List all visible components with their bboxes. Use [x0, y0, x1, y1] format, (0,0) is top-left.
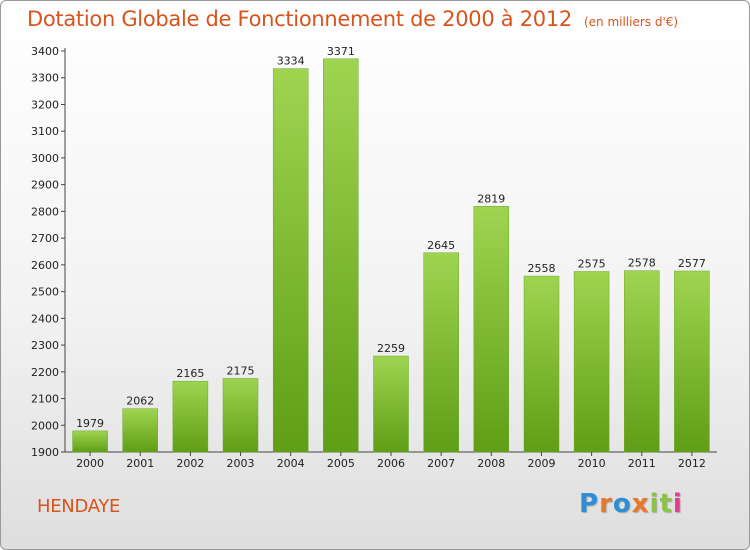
bar	[473, 206, 510, 453]
x-tick-label: 2008	[477, 457, 505, 470]
data-label: 1979	[76, 417, 104, 430]
y-tick-label: 1900	[31, 446, 59, 459]
x-tick-label: 2002	[176, 457, 204, 470]
y-tick-label: 2900	[31, 179, 59, 192]
y-tick-label: 2100	[31, 393, 59, 406]
y-tick-label: 2700	[31, 232, 59, 245]
x-tick-label: 2003	[227, 457, 255, 470]
chart-title: Dotation Globale de Fonctionnement de 20…	[27, 7, 679, 31]
logo-letter: P	[579, 489, 600, 519]
y-tick-label: 2500	[31, 286, 59, 299]
x-tick-label: 2009	[527, 457, 555, 470]
y-tick-label: 3100	[31, 125, 59, 138]
bar	[523, 275, 560, 453]
data-label: 3371	[327, 45, 355, 58]
x-tick-label: 2012	[678, 457, 706, 470]
x-tick-label: 2010	[578, 457, 606, 470]
bar	[172, 380, 209, 453]
x-tick-label: 2004	[277, 457, 305, 470]
bar	[573, 271, 610, 453]
bar	[122, 408, 158, 453]
bar	[674, 270, 710, 453]
bar	[323, 58, 359, 453]
bar	[423, 252, 459, 453]
proxiti-logo: Proxiti	[579, 489, 683, 519]
logo-letter: o	[612, 489, 632, 519]
data-label: 2259	[377, 342, 405, 355]
y-tick-label: 3000	[31, 152, 59, 165]
x-tick-label: 2005	[327, 457, 355, 470]
logo-letter: x	[631, 489, 650, 519]
y-tick-label: 2600	[31, 259, 59, 272]
x-tick-label: 2007	[427, 457, 455, 470]
x-tick-label: 2011	[628, 457, 656, 470]
bar	[222, 378, 259, 453]
data-label: 2558	[527, 262, 555, 275]
chart-subtitle: (en milliers d'€)	[583, 15, 679, 29]
city-name: HENDAYE	[37, 496, 121, 517]
logo-letter: t	[659, 489, 673, 519]
data-label: 2575	[578, 258, 606, 271]
bar	[72, 430, 108, 453]
data-label: 2819	[477, 192, 505, 205]
y-tick-label: 2800	[31, 205, 59, 218]
data-label: 2578	[628, 257, 656, 270]
data-label: 2165	[176, 367, 204, 380]
data-label: 2645	[427, 239, 455, 252]
bar	[624, 270, 660, 453]
logo-letter: i	[649, 489, 660, 519]
data-label: 2577	[678, 257, 706, 270]
x-tick-label: 2001	[126, 457, 154, 470]
y-tick-label: 2200	[31, 366, 59, 379]
x-tick-label: 2000	[76, 457, 104, 470]
y-tick-label: 3400	[31, 45, 59, 58]
x-tick-label: 2006	[377, 457, 405, 470]
y-tick-label: 3300	[31, 72, 59, 85]
data-label: 3334	[277, 55, 305, 68]
logo-letter: i	[672, 489, 683, 519]
bar	[373, 355, 409, 453]
y-tick-label: 3200	[31, 98, 59, 111]
data-label: 2062	[126, 395, 154, 408]
y-tick-label: 2300	[31, 339, 59, 352]
logo-letter: r	[599, 489, 613, 519]
data-label: 2175	[227, 364, 255, 377]
bar	[272, 68, 309, 453]
y-tick-label: 2400	[31, 312, 59, 325]
y-tick-label: 2000	[31, 419, 59, 432]
